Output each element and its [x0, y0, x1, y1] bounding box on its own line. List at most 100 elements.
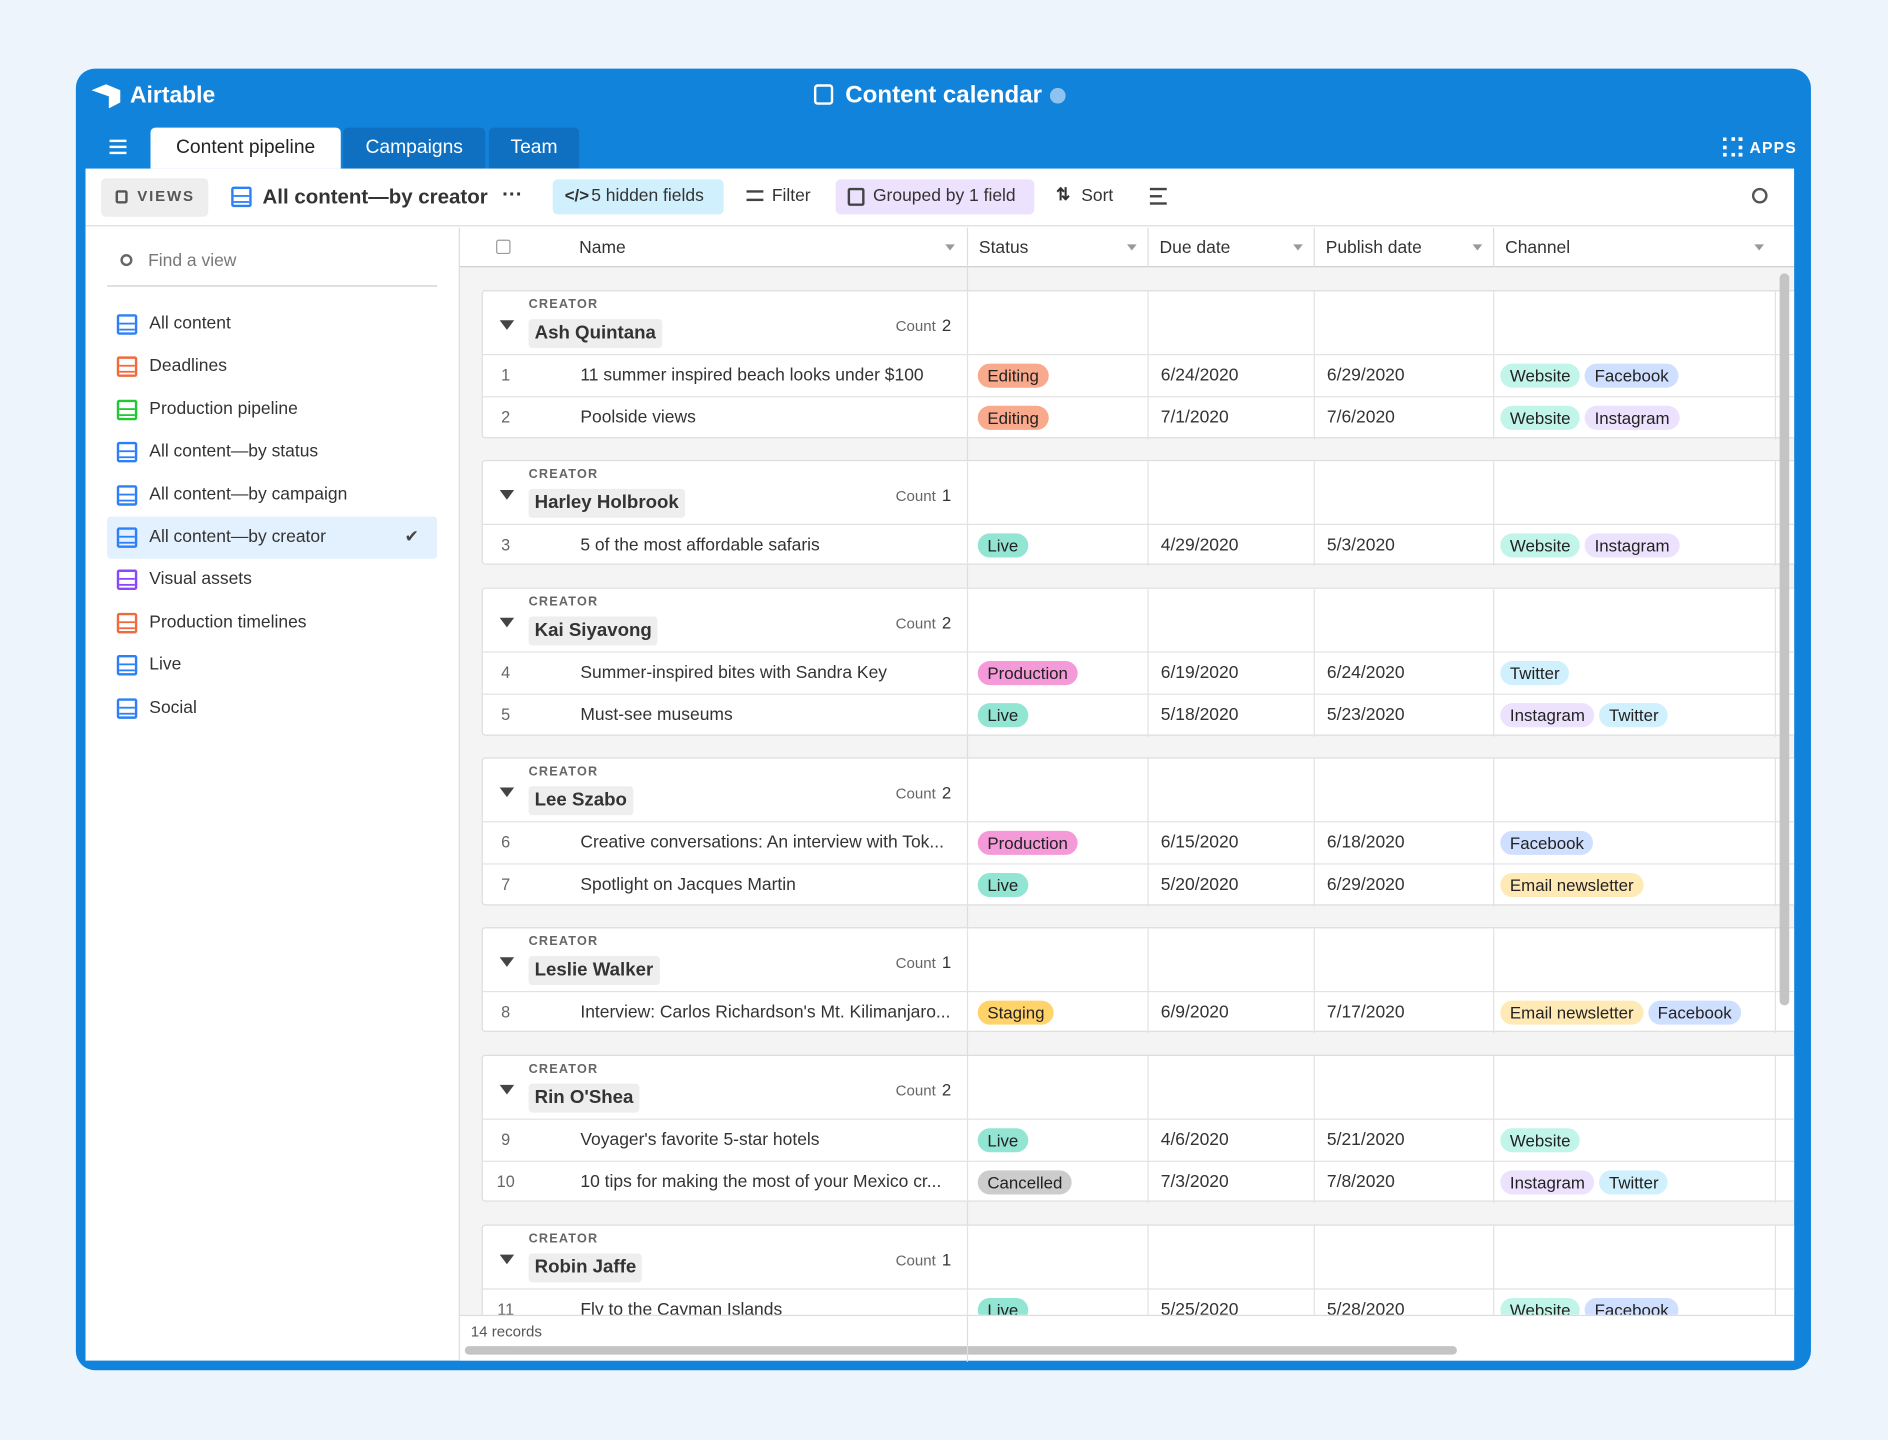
collapse-toggle[interactable]	[499, 787, 515, 804]
group-name: Leslie Walker	[528, 956, 660, 985]
search-icon[interactable]	[1751, 187, 1768, 204]
column-divider	[966, 928, 969, 1034]
record-row[interactable]: 10 10 tips for making the most of your Me…	[482, 1160, 1795, 1204]
column-divider	[1774, 1225, 1777, 1315]
view-label: All content—by campaign	[149, 484, 348, 505]
column-header[interactable]: Name	[579, 228, 967, 268]
channels: Website	[1500, 1127, 1585, 1152]
view-icon	[116, 442, 138, 463]
tab-label: Team	[510, 137, 558, 158]
channels: Email newsletter	[1500, 873, 1648, 898]
record-name: Poolside views	[580, 408, 696, 428]
tab[interactable]: Content pipeline	[150, 127, 341, 169]
record-row[interactable]: 3 5 of the most affordable safaris Live 4/2…	[482, 523, 1795, 567]
hidden-fields-button[interactable]: 5 hidden fields </>	[552, 179, 724, 215]
record-name: Must-see museums	[580, 705, 733, 726]
column-divider	[1313, 928, 1315, 1034]
publish-date: 6/29/2020	[1326, 875, 1405, 895]
record-row[interactable]: 8 Interview: Carlos Richardson's Mt. Kili…	[482, 990, 1795, 1034]
record-row[interactable]: 2 Poolside views Editing 7/1/2020 7/6/2020 We…	[482, 396, 1795, 440]
view-label: Live	[149, 655, 182, 675]
record-row[interactable]: 9 Voyager's favorite 5-star hotels Live 4/6…	[482, 1118, 1795, 1161]
column-header[interactable]: Publish date	[1313, 227, 1493, 268]
more-icon[interactable]: ···	[502, 183, 523, 206]
grouped-button[interactable]: Grouped by 1 field	[835, 179, 1035, 215]
view-item[interactable]: All content—by campaign	[107, 474, 437, 516]
collapse-toggle[interactable]	[499, 617, 515, 634]
view-item[interactable]: Social	[107, 687, 437, 729]
menu-icon[interactable]	[109, 139, 127, 155]
column-header[interactable]: Status	[966, 227, 1148, 268]
view-item[interactable]: Live	[107, 644, 437, 686]
group: CREATOR Lee Szabo Count 2 6 Creative conversa…	[481, 757, 1795, 907]
views-button[interactable]: VIEWS	[101, 178, 209, 217]
collapse-toggle[interactable]	[499, 1254, 515, 1271]
column-divider	[1313, 758, 1315, 907]
column-divider	[1147, 928, 1149, 1034]
sidebar: Find a view All content Deadlines Producti…	[85, 227, 460, 1361]
channels: Website Instagram	[1500, 533, 1684, 558]
group-name: Harley Holbrook	[528, 488, 685, 518]
column-header[interactable]: Due date	[1147, 227, 1313, 268]
column-divider	[1313, 461, 1315, 567]
column-menu-arrow	[1754, 244, 1764, 255]
sort-button[interactable]: ⇅ Sort	[1055, 184, 1114, 206]
h-scrollbar[interactable]	[464, 1346, 1457, 1355]
column-menu-arrow	[1293, 244, 1303, 255]
tab[interactable]: Team	[488, 127, 580, 169]
row-number: 7	[501, 875, 511, 894]
column-divider	[1147, 291, 1149, 440]
tab[interactable]: Campaigns	[343, 127, 486, 169]
group-name: Ash Quintana	[528, 319, 662, 348]
row-height-icon[interactable]	[1149, 187, 1167, 205]
filter-button[interactable]: Filter	[746, 179, 819, 214]
collapse-toggle[interactable]	[499, 957, 515, 974]
record-row[interactable]: 5 Must-see museums Live 5/18/2020 5/23/2020 I…	[482, 693, 1795, 737]
footer: 14 records	[459, 1314, 1795, 1362]
channel-pill: Website	[1500, 363, 1581, 388]
group: CREATOR Leslie Walker Count 1 8 Interview: Ca…	[481, 927, 1795, 1034]
due-date: 5/20/2020	[1160, 875, 1239, 895]
group-count: Count 2	[844, 783, 952, 803]
logo: Airtable	[130, 83, 216, 109]
count-value: 1	[941, 1249, 952, 1269]
apps-icon[interactable]	[1723, 137, 1743, 157]
column-header[interactable]: Channel	[1493, 227, 1775, 268]
find-view-input[interactable]: Find a view	[148, 251, 237, 271]
group-field-label: CREATOR	[528, 1061, 599, 1077]
view-icon	[116, 399, 138, 420]
column-divider	[966, 1225, 969, 1315]
view-item[interactable]: Visual assets	[107, 559, 437, 601]
view-label: Visual assets	[149, 570, 252, 590]
collapse-toggle[interactable]	[499, 1084, 515, 1102]
apps-label[interactable]: APPS	[1749, 138, 1797, 157]
view-item[interactable]: All content—by status	[107, 431, 437, 473]
record-row[interactable]: 6 Creative conversations: An interview wi…	[482, 821, 1795, 864]
view-item[interactable]: Production pipeline	[107, 389, 437, 431]
select-all-checkbox[interactable]	[496, 239, 511, 255]
view-item[interactable]: Deadlines	[107, 346, 437, 388]
publish-date: 7/17/2020	[1326, 1003, 1405, 1023]
record-row[interactable]: 11 Fly to the Cayman Islands Live 5/25/2020…	[482, 1288, 1795, 1315]
collapse-toggle[interactable]	[499, 490, 515, 507]
view-icon	[116, 697, 138, 719]
publish-date: 6/24/2020	[1326, 663, 1405, 683]
view-item[interactable]: All content	[107, 303, 437, 345]
record-row[interactable]: 1 11 summer inspired beach looks under $1…	[482, 354, 1795, 397]
channel-pill: Facebook	[1500, 830, 1594, 855]
channels: Email newsletter Facebook	[1500, 1000, 1746, 1025]
collapse-toggle[interactable]	[499, 320, 515, 337]
channel-pill: Instagram	[1500, 1170, 1595, 1195]
record-row[interactable]: 4 Summer-inspired bites with Sandra Key Pr…	[482, 651, 1795, 694]
view-item[interactable]: Production timelines	[107, 602, 437, 644]
hidden-fields-label: 5 hidden fields	[591, 186, 704, 206]
due-date: 5/18/2020	[1160, 705, 1239, 726]
group: CREATOR Harley Holbrook Count 1 3 5 of the mo…	[481, 460, 1795, 567]
v-scrollbar[interactable]	[1779, 273, 1790, 1006]
view-name[interactable]: All content—by creator	[262, 185, 488, 209]
record-name: 11 summer inspired beach looks under $10…	[580, 366, 924, 386]
view-item[interactable]: All content—by creator ✔	[107, 516, 438, 559]
status-pill: Live	[977, 1297, 1028, 1315]
view-icon	[116, 655, 138, 676]
record-row[interactable]: 7 Spotlight on Jacques Martin Live 5/20/202…	[482, 863, 1795, 907]
